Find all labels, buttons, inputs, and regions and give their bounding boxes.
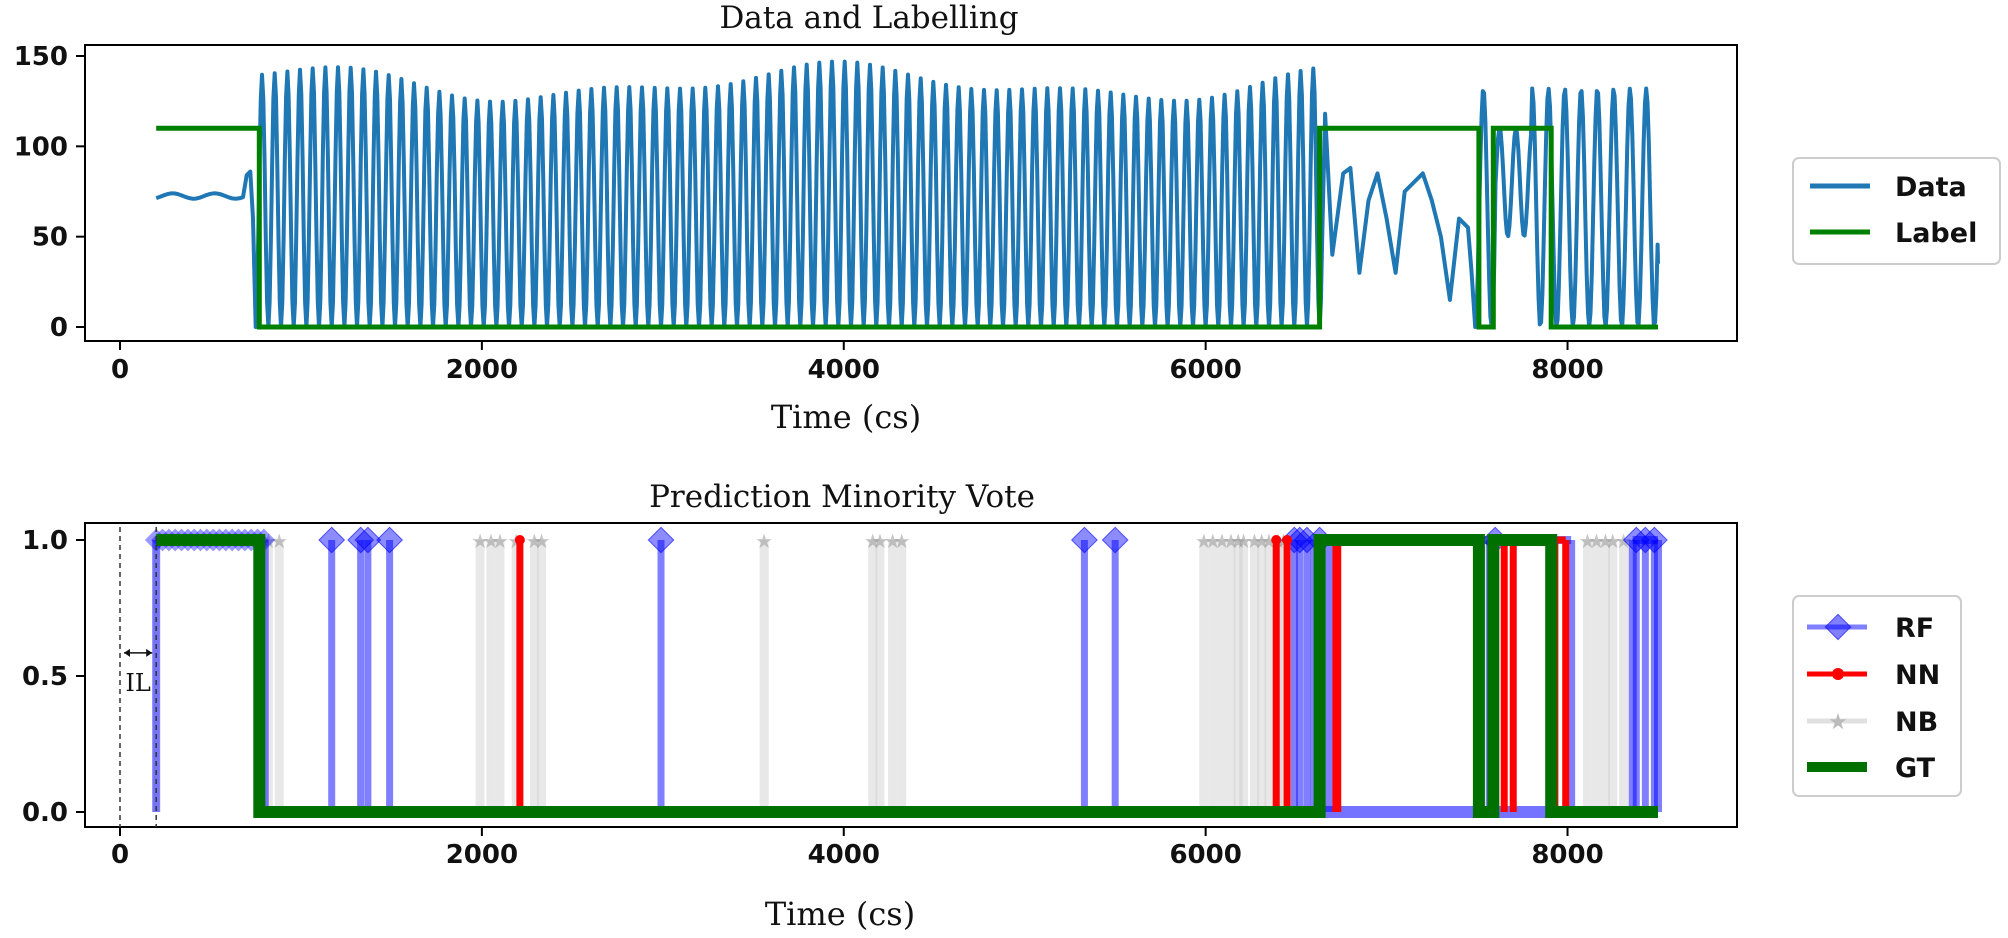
nb-marker-16: ★ xyxy=(1222,529,1240,553)
rf-marker-1 xyxy=(347,526,375,554)
nb-marker-1: ★ xyxy=(270,529,288,553)
nb-marker-25: ★ xyxy=(1588,529,1606,553)
series-data-line xyxy=(155,59,1660,329)
nb-marker-7: ★ xyxy=(533,529,551,553)
nn-marker-1 xyxy=(1271,535,1282,545)
rf-marker-2 xyxy=(354,526,382,554)
nb-marker-9: ★ xyxy=(864,529,882,553)
nn-marker-2 xyxy=(1282,535,1293,545)
chart1-y-ticks: 0 50 100 150 xyxy=(14,42,85,343)
nb-marker-13: ★ xyxy=(1195,529,1213,553)
nb-marker-3: ★ xyxy=(482,529,500,553)
legend-nn-label: NN xyxy=(1895,660,1940,691)
chart1-x-tick-label-2: 4000 xyxy=(808,355,880,385)
chart1-y-tick-label-0: 0 xyxy=(50,313,68,343)
chart1-x-tick-label-0: 0 xyxy=(111,355,129,385)
chart1-legend: Data Label xyxy=(1792,157,2001,265)
series-label-line xyxy=(156,125,1658,330)
rf-marker-0 xyxy=(318,526,346,554)
chart2-x-tick-label-2: 4000 xyxy=(808,840,880,870)
chart2-plot-area: ★★★★★★★★★★★★★★★★★★★★★★★★★★★★★ xyxy=(144,526,1668,818)
chart2-y-tick-label-1: 0.5 xyxy=(22,662,68,692)
chart1-plot-area xyxy=(155,59,1660,330)
chart2-y-tick-label-2: 1.0 xyxy=(22,526,68,556)
nb-marker-26: ★ xyxy=(1597,529,1615,553)
rf-marker-3 xyxy=(376,526,404,554)
chart2-x-tick-label-1: 2000 xyxy=(446,840,518,870)
nb-marker-24: ★ xyxy=(1578,529,1596,553)
chart2-y-tick-label-0: 0.0 xyxy=(22,798,68,828)
rf-marker-12 xyxy=(1622,526,1650,554)
nb-marker-19: ★ xyxy=(1246,529,1264,553)
nb-marker-8: ★ xyxy=(755,529,773,553)
chart2-x-tick-label-4: 8000 xyxy=(1531,840,1603,870)
chart2-legend-box xyxy=(1792,595,1962,797)
nb-marker-12: ★ xyxy=(893,529,911,553)
il-annotation-label: IL xyxy=(125,669,150,697)
legend-rf-label: RF xyxy=(1895,613,1934,644)
chart1-x-tick-label-1: 2000 xyxy=(446,355,518,385)
rf-marker-13 xyxy=(1631,526,1659,554)
chart1-x-axis-label: Time (cs) xyxy=(771,398,921,436)
legend-rf-marker xyxy=(1824,613,1852,641)
rf-marker-5 xyxy=(1070,526,1098,554)
nb-marker-2: ★ xyxy=(471,529,489,553)
il-arrow-head-left xyxy=(124,648,130,657)
nn-marker-0 xyxy=(514,535,525,545)
nb-marker-17: ★ xyxy=(1229,529,1247,553)
legend-gt-label: GT xyxy=(1895,753,1936,784)
legend-data-label: Data xyxy=(1895,172,1967,203)
legend-nb-label: NB xyxy=(1895,707,1938,738)
il-arrow-head-right xyxy=(146,648,153,657)
chart1-y-tick-label-1: 50 xyxy=(32,223,68,253)
chart2-x-ticks: 0 2000 4000 6000 8000 xyxy=(111,827,1604,870)
chart1-x-tick-label-4: 8000 xyxy=(1531,355,1603,385)
chart1-y-tick-label-2: 100 xyxy=(14,132,68,162)
chart2-x-tick-label-0: 0 xyxy=(111,840,129,870)
nb-marker-20: ★ xyxy=(1253,529,1271,553)
nb-marker-6: ★ xyxy=(525,529,543,553)
interval-length-annotation: IL xyxy=(119,527,157,827)
legend-nb-marker: ★ xyxy=(1828,710,1848,735)
legend-nn-marker xyxy=(1832,668,1844,680)
rf-marker-4 xyxy=(647,526,675,554)
rf-marker-8 xyxy=(1286,526,1314,554)
chart2-legend: RF NN ★ NB GT xyxy=(1792,595,1962,797)
nb-marker-18: ★ xyxy=(1235,529,1253,553)
nb-marker-27: ★ xyxy=(1604,529,1622,553)
chart2-title: Prediction Minority Vote xyxy=(649,479,1035,515)
nb-marker-11: ★ xyxy=(884,529,902,553)
chart-data-and-labelling: Data and Labelling 0 2000 4000 6000 8000 0 50… xyxy=(14,0,2001,436)
chart1-x-tick-label-3: 6000 xyxy=(1169,355,1241,385)
chart2-x-axis-label: Time (cs) xyxy=(765,895,915,933)
chart-prediction-minority-vote: Prediction Minority Vote ★ ★★★ ★★ ★ ★★★★ ★★★★… xyxy=(22,479,1962,933)
nb-marker-14: ★ xyxy=(1204,529,1222,553)
nb-marker-10: ★ xyxy=(871,529,889,553)
nb-marker-4: ★ xyxy=(491,529,509,553)
rf-marker-6 xyxy=(1101,526,1129,554)
rf-marker-14 xyxy=(1640,526,1668,554)
chart1-frame xyxy=(84,44,1738,342)
chart1-y-tick-label-3: 150 xyxy=(14,42,68,72)
chart2-x-tick-label-3: 6000 xyxy=(1169,840,1241,870)
chart1-title: Data and Labelling xyxy=(719,0,1018,36)
series-gt-line xyxy=(156,534,1658,818)
legend-label-label: Label xyxy=(1895,218,1977,249)
chart1-x-ticks: 0 2000 4000 6000 8000 xyxy=(111,341,1604,385)
nb-marker-15: ★ xyxy=(1213,529,1231,553)
chart2-y-ticks: 0.0 0.5 1.0 xyxy=(22,526,85,828)
